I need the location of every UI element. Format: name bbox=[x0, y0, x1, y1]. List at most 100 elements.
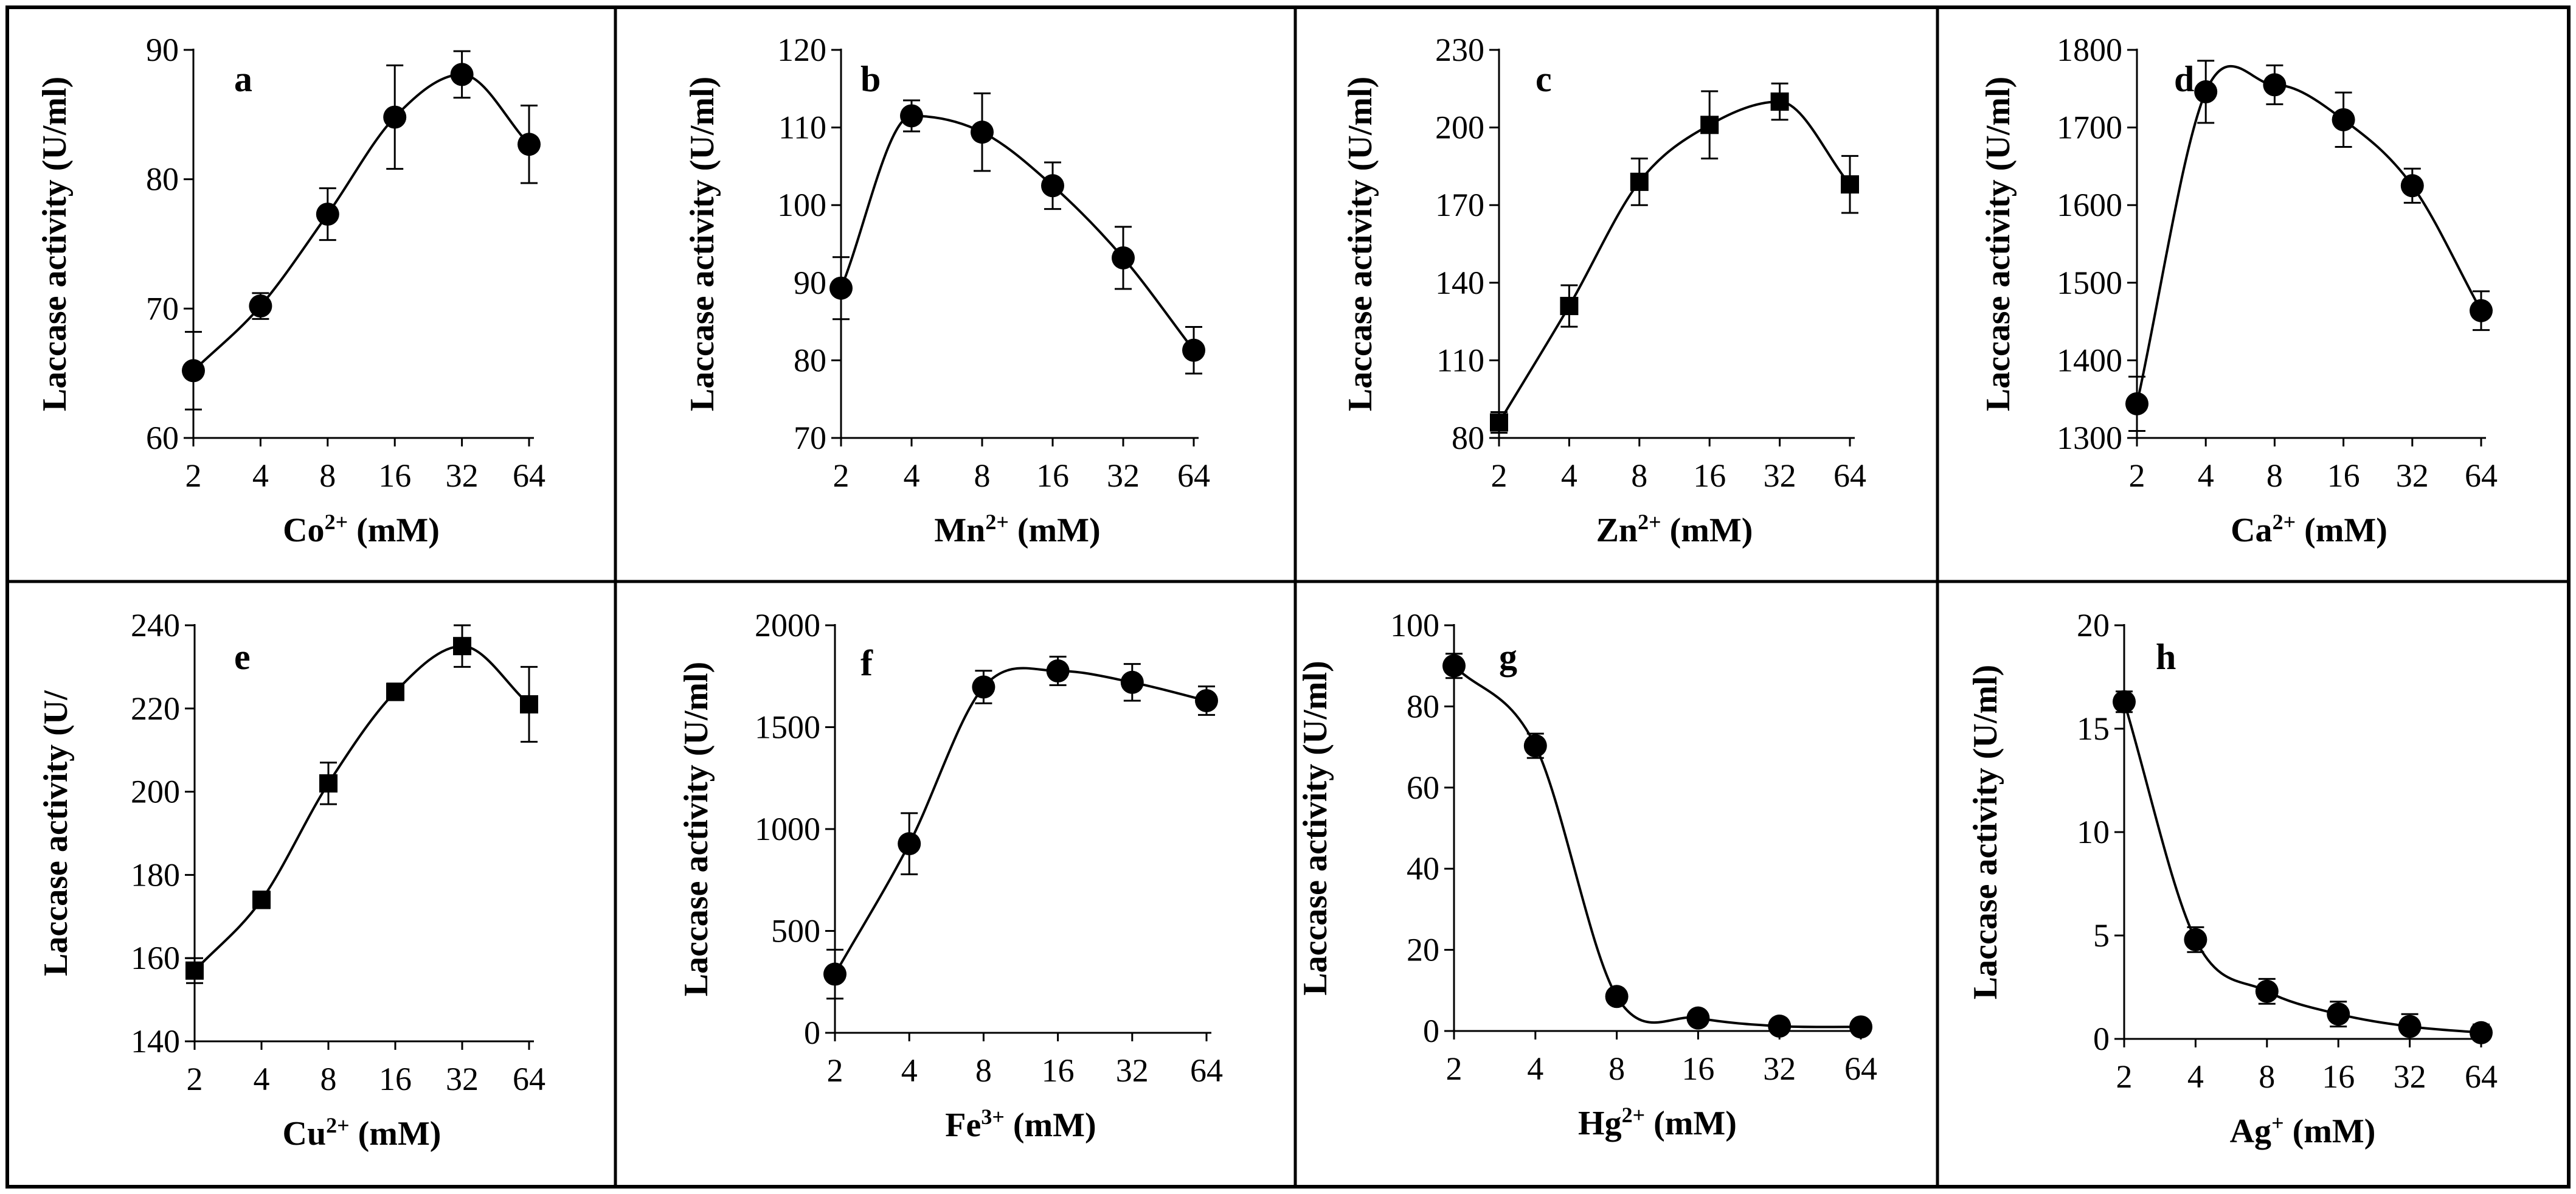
y-tick-label: 1500 bbox=[2057, 265, 2122, 301]
data-point bbox=[518, 133, 541, 156]
data-point bbox=[2113, 690, 2136, 713]
panel-c: 80 110 140 170 200 230 2 4 8 16 32 64 c Laccase activ… bbox=[1342, 32, 1866, 549]
x-tick-label: 64 bbox=[513, 457, 545, 494]
x-tick-label: 2 bbox=[827, 1052, 843, 1089]
x-tick-label: 8 bbox=[1631, 457, 1647, 494]
panel-letter: f bbox=[860, 643, 873, 683]
y-tick-label: 80 bbox=[794, 342, 826, 378]
data-point bbox=[2263, 73, 2287, 97]
data-point bbox=[2470, 299, 2493, 322]
x-tick-label: 4 bbox=[252, 457, 269, 494]
x-tick-label: 16 bbox=[2322, 1058, 2355, 1095]
panel-letter: a bbox=[234, 59, 252, 99]
data-point bbox=[1442, 654, 1466, 678]
x-tick-label: 32 bbox=[1763, 1050, 1796, 1087]
series-line bbox=[1453, 665, 1861, 1029]
data-point bbox=[386, 682, 404, 701]
y-tick-label: 110 bbox=[1436, 342, 1484, 378]
y-tick-label: 220 bbox=[131, 690, 180, 727]
data-point bbox=[1041, 174, 1064, 198]
data-point bbox=[2255, 979, 2279, 1003]
data-point bbox=[453, 637, 471, 656]
data-point bbox=[971, 120, 994, 144]
x-tick-label: 4 bbox=[904, 457, 920, 494]
x-tick-label: 4 bbox=[1527, 1050, 1543, 1087]
data-point bbox=[1523, 734, 1547, 758]
x-tick-label: 2 bbox=[1491, 457, 1508, 494]
x-tick-label: 32 bbox=[1764, 457, 1796, 494]
x-tick-label: 64 bbox=[1190, 1052, 1223, 1089]
data-point bbox=[520, 695, 538, 713]
y-tick-label: 140 bbox=[131, 1023, 180, 1060]
y-tick-label: 1500 bbox=[755, 709, 820, 746]
data-point bbox=[2398, 1015, 2422, 1038]
x-tick-label: 8 bbox=[975, 1052, 992, 1089]
x-tick-label: 64 bbox=[1844, 1050, 1877, 1087]
data-point bbox=[319, 774, 338, 793]
x-tick-label: 2 bbox=[1446, 1050, 1463, 1087]
x-axis-title: Fe3+ (mM) bbox=[945, 1105, 1096, 1144]
panel-f: 0 500 1000 1500 2000 2 4 8 16 32 64 f Laccase activi… bbox=[677, 607, 1223, 1144]
data-point bbox=[252, 890, 271, 909]
panel-b: 70 80 90 100 110 120 2 4 8 16 32 64 b Laccase activit… bbox=[684, 32, 1210, 549]
y-tick-label: 160 bbox=[131, 940, 180, 976]
x-axis-title: Ag+ (mM) bbox=[2230, 1111, 2376, 1150]
y-tick-label: 70 bbox=[794, 420, 826, 456]
panel-letter: d bbox=[2174, 59, 2194, 99]
y-tick-label: 240 bbox=[131, 607, 180, 644]
panel-letter: e bbox=[234, 637, 251, 677]
y-tick-label: 1300 bbox=[2057, 420, 2122, 456]
data-point bbox=[900, 104, 923, 128]
data-point bbox=[1195, 689, 1218, 712]
x-tick-label: 32 bbox=[446, 457, 479, 494]
x-tick-label: 2 bbox=[2129, 457, 2145, 494]
y-tick-label: 60 bbox=[146, 420, 179, 456]
data-point bbox=[1605, 985, 1629, 1008]
panel-h: 0 5 10 15 20 2 4 8 16 32 64 h Laccase activity (U/ml… bbox=[1967, 607, 2498, 1150]
x-tick-label: 4 bbox=[1561, 457, 1577, 494]
data-point bbox=[249, 294, 272, 318]
x-tick-label: 4 bbox=[2198, 457, 2214, 494]
x-tick-label: 8 bbox=[974, 457, 991, 494]
y-tick-label: 5 bbox=[2093, 917, 2110, 954]
y-tick-label: 20 bbox=[2077, 607, 2110, 644]
y-tick-label: 100 bbox=[1390, 607, 1439, 644]
series-line bbox=[834, 667, 1207, 975]
data-point bbox=[1770, 92, 1789, 111]
x-tick-label: 64 bbox=[1177, 457, 1210, 494]
x-tick-label: 32 bbox=[1116, 1052, 1149, 1089]
data-point bbox=[1182, 338, 1205, 362]
y-tick-label: 180 bbox=[131, 856, 180, 893]
x-tick-label: 32 bbox=[446, 1061, 479, 1097]
y-axis-title: Laccase activity (U/ bbox=[37, 690, 75, 976]
y-axis-title: Laccase activity (U/ml) bbox=[1979, 77, 2017, 411]
data-point bbox=[972, 675, 995, 699]
y-tick-label: 120 bbox=[777, 32, 826, 68]
x-tick-label: 32 bbox=[2396, 457, 2429, 494]
y-tick-label: 230 bbox=[1435, 32, 1484, 68]
data-point bbox=[1046, 659, 1070, 683]
data-point bbox=[829, 276, 853, 300]
y-tick-label: 1400 bbox=[2057, 342, 2122, 378]
x-tick-label: 8 bbox=[2259, 1058, 2275, 1095]
y-tick-label: 110 bbox=[778, 109, 826, 146]
y-tick-label: 20 bbox=[1407, 932, 1439, 968]
data-point bbox=[182, 359, 205, 383]
data-point bbox=[316, 203, 339, 226]
panel-letter: h bbox=[2156, 637, 2176, 677]
x-tick-label: 2 bbox=[2116, 1058, 2133, 1095]
panel-letter: b bbox=[860, 59, 881, 99]
x-tick-label: 16 bbox=[1042, 1052, 1075, 1089]
y-tick-label: 0 bbox=[2093, 1021, 2110, 1057]
x-tick-label: 16 bbox=[378, 457, 411, 494]
y-tick-label: 0 bbox=[1423, 1013, 1439, 1049]
data-point bbox=[2327, 1002, 2350, 1026]
data-point bbox=[1686, 1006, 1710, 1030]
series-line bbox=[1498, 100, 1851, 423]
x-tick-label: 8 bbox=[320, 1061, 337, 1097]
x-axis-title: Ca2+ (mM) bbox=[2231, 510, 2387, 549]
y-axis-title: Laccase activity (U/ml) bbox=[1967, 665, 2004, 999]
y-axis-title: Laccase activity (U/ml) bbox=[1297, 661, 1334, 995]
data-point bbox=[1630, 172, 1649, 191]
y-axis-title: Laccase activity (U/ml) bbox=[1342, 77, 1379, 411]
